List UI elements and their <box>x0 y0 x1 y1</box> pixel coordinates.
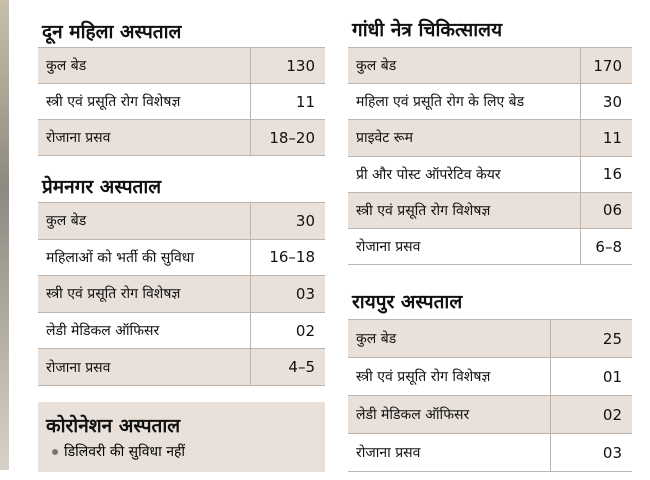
row-label: प्राइवेट रूम <box>356 130 414 147</box>
row-value: 25 <box>550 320 632 357</box>
row-label: महिला एवं प्रसूति रोग के लिए बेड <box>356 94 525 111</box>
table-row: प्राइवेट रूम 11 <box>348 120 632 157</box>
table-top-rule <box>38 47 325 48</box>
section-title: प्रेमनगर अस्पताल <box>42 176 162 198</box>
row-label: स्त्री एवं प्रसूति रोग विशेषज्ञ <box>356 202 491 219</box>
note-title: कोरोनेशन अस्पताल <box>46 415 181 437</box>
row-label: रोजाना प्रसव <box>356 445 421 461</box>
row-label: कुल बेड <box>46 58 87 74</box>
row-value: 30 <box>580 84 632 120</box>
row-label: रोजाना प्रसव <box>46 359 111 376</box>
row-label: लेडी मेडिकल ऑफिसर <box>356 407 470 423</box>
row-value: 02 <box>250 312 325 349</box>
row-value: 03 <box>250 276 325 312</box>
table-row: प्री और पोस्ट ऑपरेटिव केयर 16 <box>348 156 632 193</box>
table-row: लेडी मेडिकल ऑफिसर 02 <box>38 312 325 350</box>
table-row: रोजाना प्रसव 4–5 <box>38 349 325 386</box>
section-title: गांधी नेत्र चिकित्सालय <box>352 19 503 41</box>
table-row: कुल बेड 25 <box>348 320 632 358</box>
row-value: 01 <box>550 358 632 395</box>
table-top-rule <box>348 319 632 320</box>
row-label: प्री और पोस्ट ऑपरेटिव केयर <box>356 166 501 183</box>
row-value: 03 <box>550 434 632 471</box>
row-label: लेडी मेडिकल ऑफिसर <box>46 323 160 340</box>
row-value: 30 <box>250 203 325 239</box>
table-row: लेडी मेडिकल ऑफिसर 02 <box>348 396 632 434</box>
table-row: रोजाना प्रसव 03 <box>348 434 632 472</box>
row-value: 11 <box>250 84 325 119</box>
table-row: रोजाना प्रसव 18–20 <box>38 120 325 156</box>
table-row: स्त्री एवं प्रसूति रोग विशेषज्ञ 03 <box>38 276 325 313</box>
row-value: 18–20 <box>250 120 325 155</box>
photo-strip <box>0 0 9 470</box>
table-row: स्त्री एवं प्रसूति रोग विशेषज्ञ 06 <box>348 192 632 229</box>
table-row: महिलाओं को भर्ती की सुविधा 16–18 <box>38 239 325 277</box>
row-value: 16 <box>580 156 632 192</box>
row-label: रोजाना प्रसव <box>356 239 421 256</box>
row-value: 02 <box>550 396 632 433</box>
row-label: कुल बेड <box>46 213 87 230</box>
row-label: महिलाओं को भर्ती की सुविधा <box>46 249 194 266</box>
note-item: डिलिवरी की सुविधा नहीं <box>64 444 186 460</box>
row-value: 6–8 <box>580 229 632 265</box>
row-value: 06 <box>580 192 632 228</box>
row-label: कुल बेड <box>356 331 397 347</box>
row-value: 4–5 <box>250 349 325 385</box>
table-row: स्त्री एवं प्रसूति रोग विशेषज्ञ 01 <box>348 358 632 396</box>
note-box: कोरोनेशन अस्पताल डिलिवरी की सुविधा नहीं <box>38 402 325 472</box>
table-top-rule <box>38 202 325 203</box>
row-label: कुल बेड <box>356 58 397 75</box>
section-title: दून महिला अस्पताल <box>42 21 182 43</box>
table-row: महिला एवं प्रसूति रोग के लिए बेड 30 <box>348 84 632 121</box>
row-label: रोजाना प्रसव <box>46 130 111 146</box>
section-title: रायपुर अस्पताल <box>352 291 463 313</box>
table-row: कुल बेड 170 <box>348 48 632 85</box>
table-row: रोजाना प्रसव 6–8 <box>348 229 632 266</box>
row-label: स्त्री एवं प्रसूति रोग विशेषज्ञ <box>46 94 181 110</box>
row-value: 11 <box>580 120 632 156</box>
bullet <box>52 449 58 455</box>
row-label: स्त्री एवं प्रसूति रोग विशेषज्ञ <box>46 286 181 303</box>
row-label: स्त्री एवं प्रसूति रोग विशेषज्ञ <box>356 369 491 385</box>
table-row: स्त्री एवं प्रसूति रोग विशेषज्ञ 11 <box>38 84 325 120</box>
table-row: कुल बेड 130 <box>38 48 325 84</box>
row-value: 170 <box>580 48 632 84</box>
row-value: 130 <box>250 48 325 83</box>
table-row: कुल बेड 30 <box>38 203 325 240</box>
table-top-rule <box>348 47 632 48</box>
row-value: 16–18 <box>250 239 325 276</box>
